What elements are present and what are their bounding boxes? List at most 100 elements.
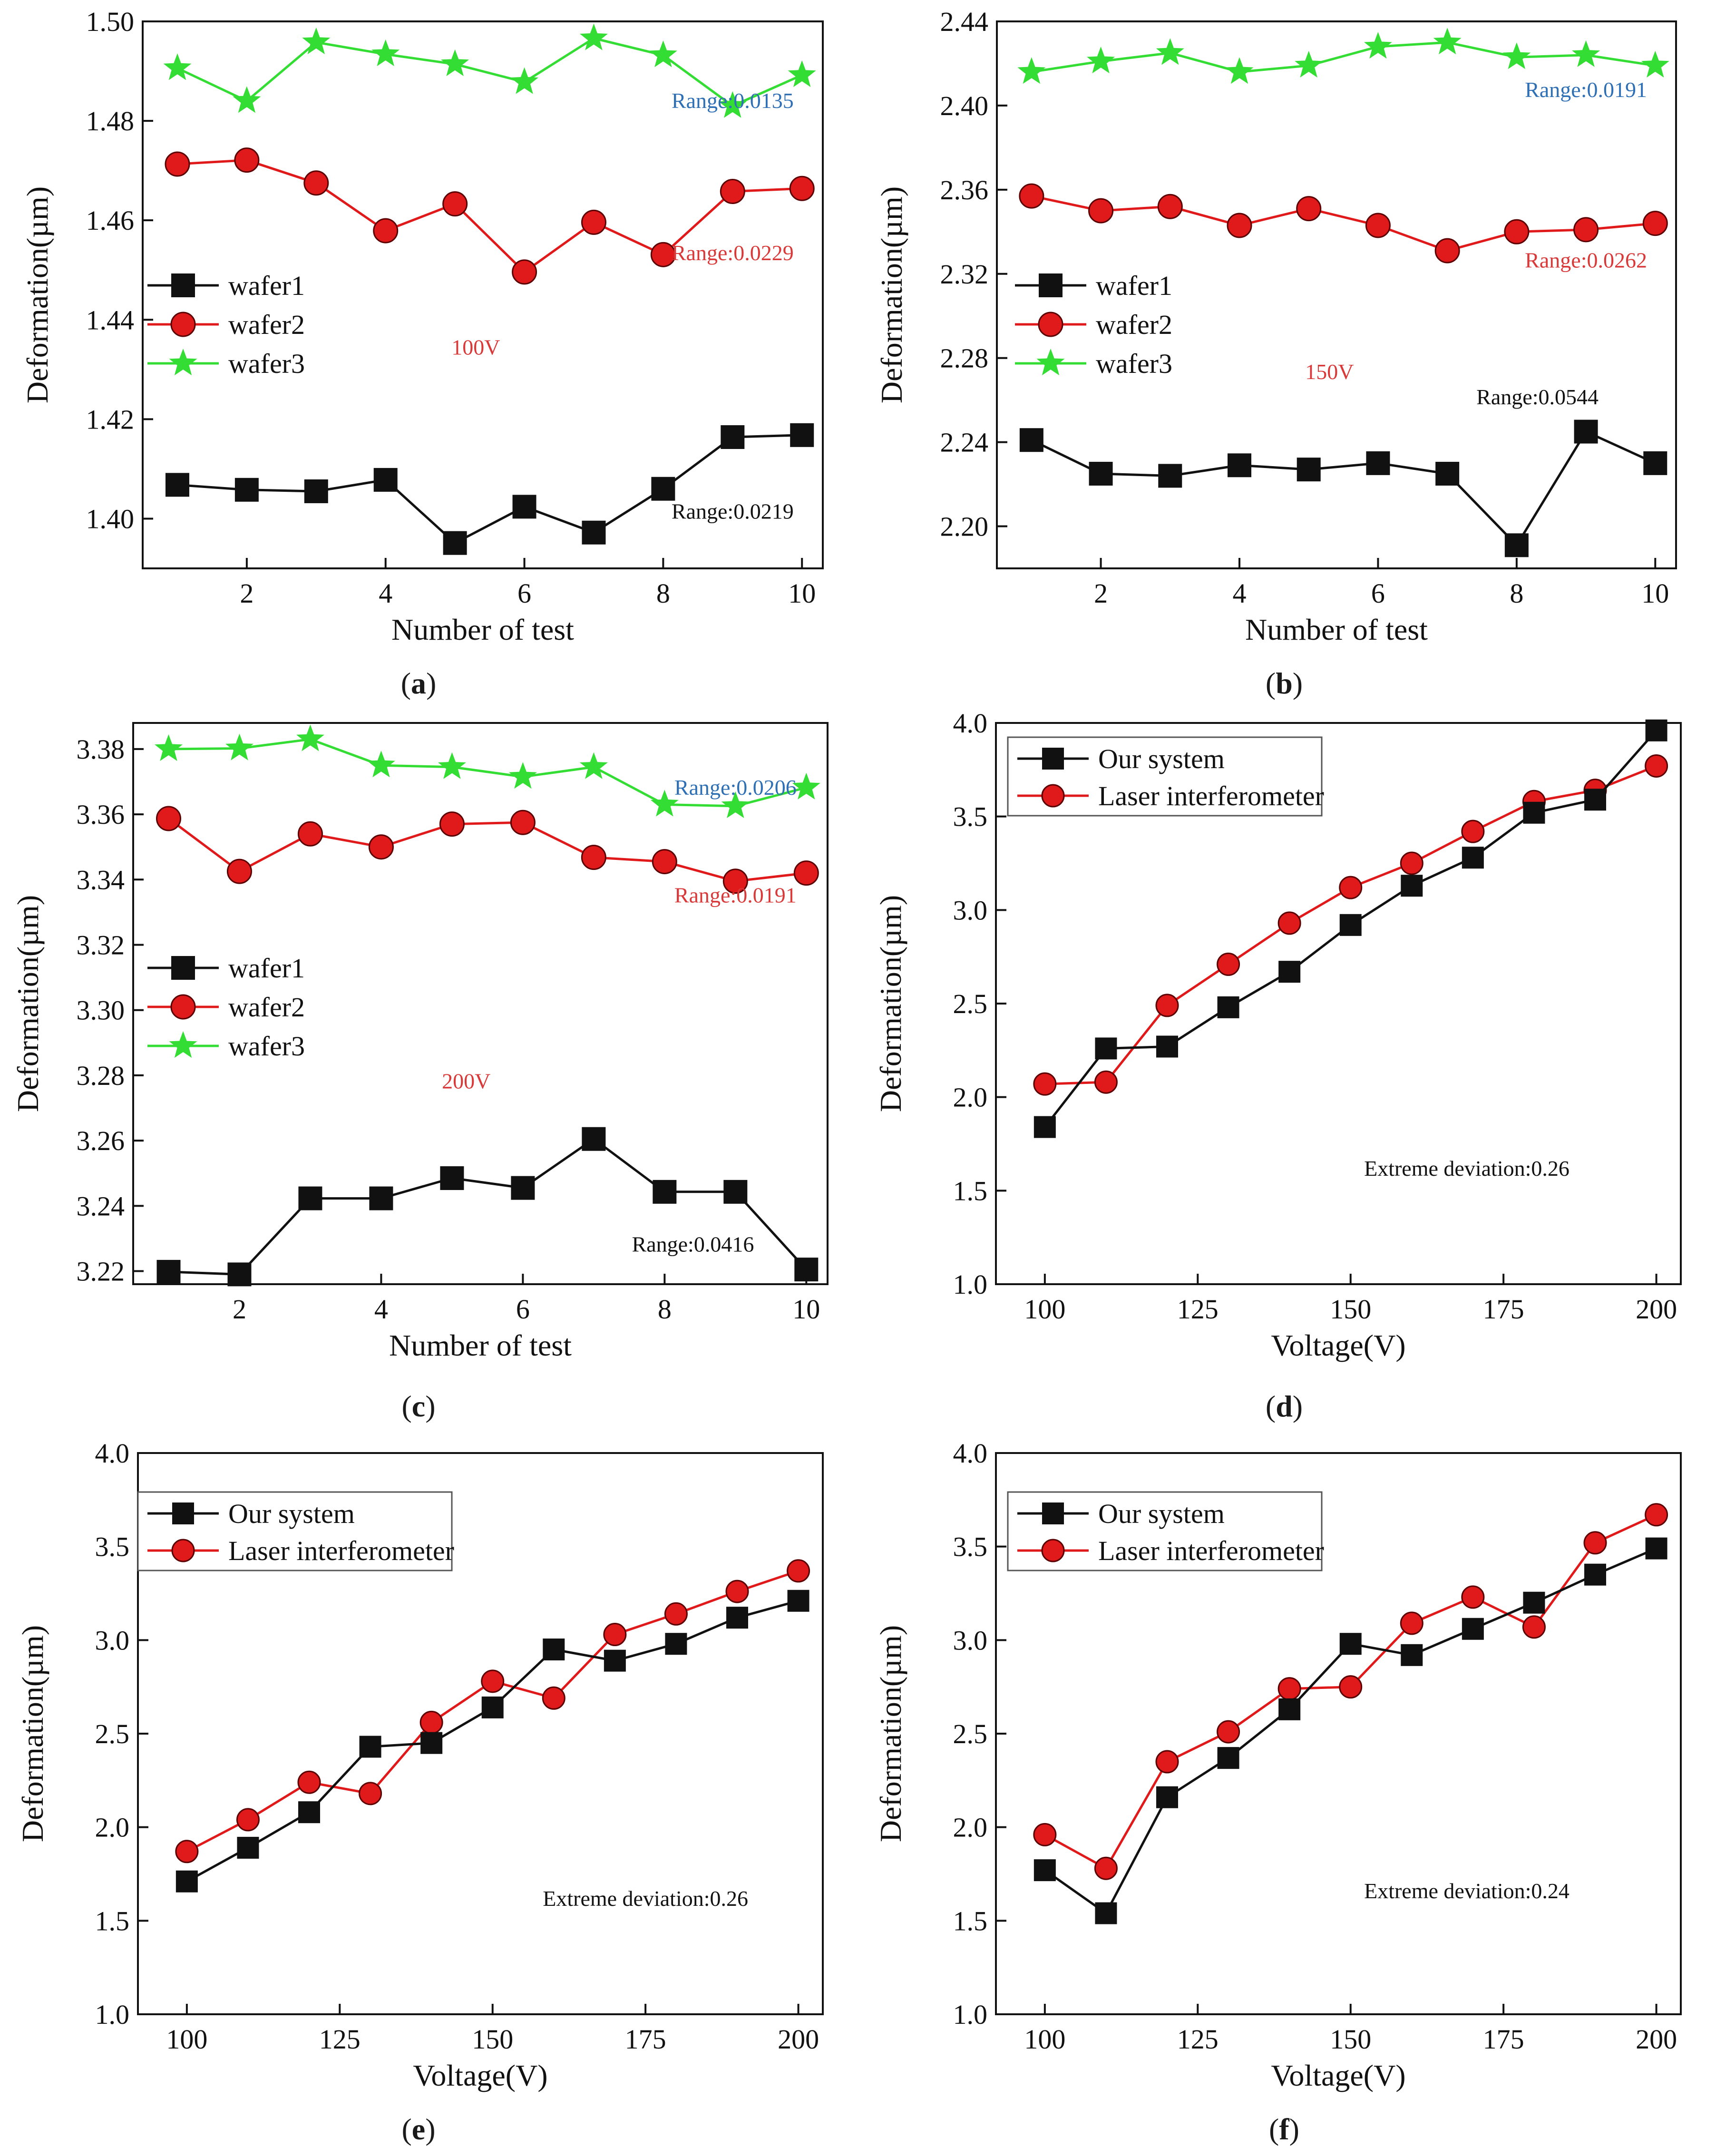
data-point	[720, 179, 745, 205]
legend-label: wafer3	[228, 348, 305, 379]
data-point	[1217, 996, 1239, 1018]
data-point	[1225, 57, 1254, 84]
data-point	[296, 724, 324, 751]
data-point	[226, 858, 252, 884]
data-point	[510, 67, 538, 94]
y-tick-label: 2.28	[940, 343, 989, 374]
annotation-label: Range:0.0191	[674, 883, 797, 907]
x-tick-label: 6	[517, 578, 531, 609]
data-point	[1645, 1537, 1667, 1560]
y-tick-label: 2.5	[95, 1718, 130, 1749]
legend-marker	[171, 956, 195, 980]
x-tick-label: 10	[1641, 578, 1669, 609]
data-point	[481, 1696, 504, 1718]
data-point	[1573, 217, 1599, 243]
legend-label: Laser interferometer	[228, 1535, 454, 1566]
panel-label-f: (f)	[1269, 2112, 1299, 2146]
data-point	[650, 242, 676, 267]
y-tick-label: 1.0	[95, 1999, 130, 2030]
x-tick-label: 2	[233, 1294, 246, 1325]
data-point	[794, 1258, 819, 1282]
legend-marker	[1041, 1539, 1065, 1562]
data-point	[1504, 219, 1530, 244]
y-axis-label: Deformation(µm)	[11, 895, 45, 1112]
data-point	[234, 147, 260, 173]
x-tick-label: 6	[1371, 578, 1385, 609]
data-point	[1641, 50, 1669, 78]
data-point	[1366, 451, 1390, 475]
y-tick-label: 1.0	[953, 1269, 988, 1300]
data-point	[1504, 533, 1529, 557]
data-point	[580, 23, 608, 50]
legend-marker	[171, 273, 195, 297]
y-tick-label: 2.5	[953, 1718, 988, 1749]
legend-marker	[170, 312, 196, 337]
data-point	[651, 477, 675, 501]
y-tick-label: 4.0	[953, 708, 988, 739]
panel-label-a: (a)	[400, 666, 437, 700]
data-point	[1643, 451, 1667, 475]
data-point	[650, 790, 679, 817]
data-point	[369, 1186, 393, 1210]
data-point	[1295, 50, 1323, 78]
data-point	[1583, 1531, 1607, 1555]
data-point	[788, 60, 816, 87]
data-point	[298, 1186, 322, 1210]
plot-frame	[132, 722, 829, 1285]
data-point	[175, 1840, 199, 1863]
x-tick-label: 175	[1483, 2024, 1524, 2055]
y-tick-label: 3.24	[77, 1190, 125, 1221]
y-tick-label: 2.0	[953, 1082, 988, 1113]
legend-label: Laser interferometer	[1098, 780, 1324, 811]
y-tick-label: 3.32	[77, 930, 125, 961]
y-tick-label: 2.40	[940, 90, 989, 121]
legend-marker	[171, 1539, 195, 1562]
legend-marker	[169, 349, 197, 376]
data-point	[510, 810, 536, 835]
x-axis-label: Number of test	[1245, 613, 1428, 646]
legend-marker	[1042, 1502, 1064, 1524]
data-point	[1034, 1859, 1056, 1882]
data-point	[579, 752, 608, 779]
data-point	[1033, 1823, 1057, 1846]
y-tick-label: 3.38	[77, 734, 125, 765]
x-tick-label: 4	[1233, 578, 1247, 609]
x-tick-label: 200	[778, 2024, 819, 2055]
y-tick-label: 1.48	[86, 106, 135, 137]
annotation-label: Range:0.0544	[1476, 385, 1599, 409]
data-point	[1433, 28, 1462, 55]
legend-marker	[1036, 349, 1065, 376]
y-tick-label: 2.32	[940, 259, 989, 290]
plot-frame	[996, 20, 1677, 569]
data-point	[792, 772, 820, 800]
data-point	[508, 762, 537, 789]
data-point	[419, 1710, 443, 1734]
series-line-our-system	[186, 1600, 799, 1883]
data-point	[1461, 1585, 1485, 1609]
data-point	[304, 479, 328, 503]
series-line-wafer1	[177, 434, 802, 545]
data-point	[297, 1770, 321, 1794]
data-point	[234, 478, 259, 502]
y-tick-label: 3.34	[77, 864, 125, 895]
data-point	[1087, 47, 1115, 74]
x-axis-label: Voltage(V)	[1271, 1328, 1405, 1362]
panel-label-d: (d)	[1265, 1389, 1303, 1423]
y-tick-label: 2.24	[940, 427, 989, 458]
data-point	[725, 1580, 749, 1603]
annotation-label: Range:0.0416	[632, 1232, 754, 1256]
data-point	[156, 1259, 181, 1284]
x-tick-label: 100	[1024, 2024, 1065, 2055]
data-point	[1434, 238, 1460, 263]
y-tick-label: 2.0	[953, 1812, 988, 1843]
series-line-wafer1	[168, 1137, 808, 1276]
legend-label: Laser interferometer	[1098, 1535, 1324, 1566]
data-point	[1089, 461, 1113, 486]
legend-label: wafer1	[228, 953, 305, 984]
legend-label: Our system	[228, 1498, 355, 1529]
chart-e-svg: 1.0 1.5 2.0 2.5 3.0 3.5 4.0 100 125 150 175 200 Volt…	[16, 1438, 824, 2092]
annotation-label: Extreme deviation:0.24	[1364, 1879, 1570, 1903]
annotation-label: Range:0.0262	[1525, 248, 1647, 273]
data-point	[1462, 1618, 1484, 1640]
data-point	[1365, 213, 1391, 238]
